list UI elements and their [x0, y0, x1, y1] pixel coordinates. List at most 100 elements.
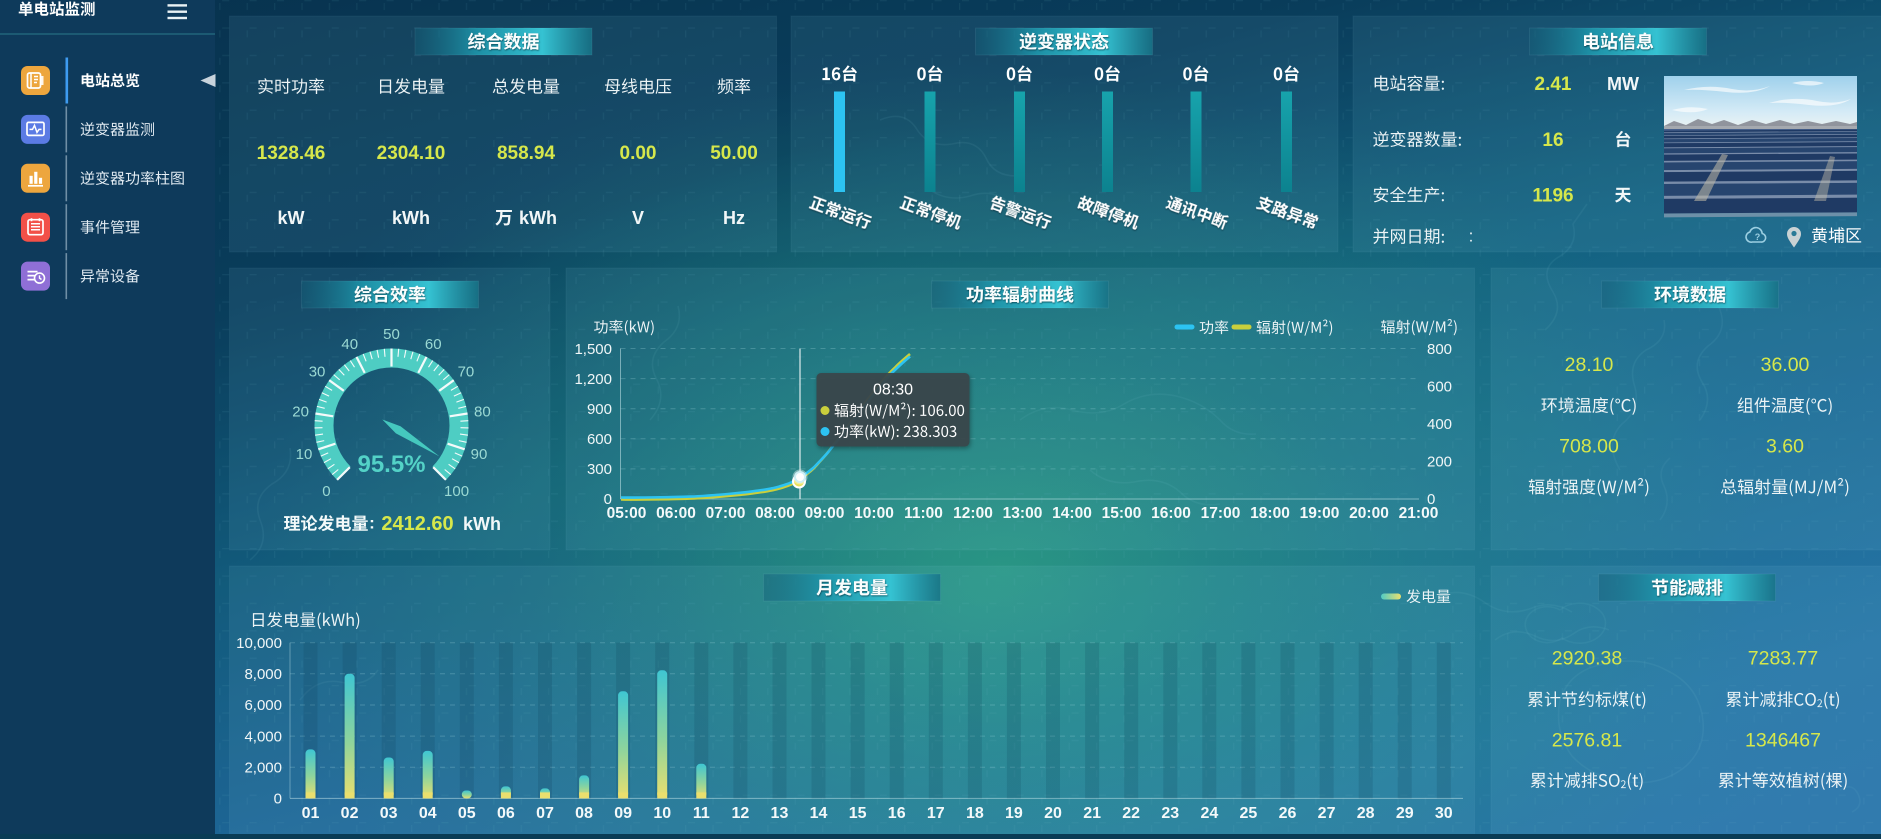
svg-text:16: 16 [888, 805, 906, 822]
svg-text:14:00: 14:00 [1052, 505, 1092, 522]
svg-text:2.41: 2.41 [1535, 74, 1572, 95]
svg-text:07:00: 07:00 [706, 505, 746, 522]
svg-text:13: 13 [771, 805, 789, 822]
svg-text:800: 800 [1427, 341, 1452, 358]
svg-text:05:00: 05:00 [607, 505, 647, 522]
svg-text:01: 01 [302, 805, 320, 822]
svg-text:07: 07 [536, 805, 554, 822]
svg-text:50: 50 [383, 326, 400, 343]
svg-text:02: 02 [341, 805, 359, 822]
svg-text:30: 30 [309, 364, 326, 381]
svg-text:90: 90 [471, 446, 488, 463]
svg-text:kW: kW [278, 208, 305, 228]
svg-text:21:00: 21:00 [1399, 505, 1439, 522]
svg-text:17:00: 17:00 [1201, 505, 1241, 522]
svg-text:858.94: 858.94 [497, 143, 556, 164]
svg-text:200: 200 [1427, 454, 1452, 471]
svg-text:08: 08 [575, 805, 593, 822]
svg-text:50.00: 50.00 [710, 143, 758, 164]
svg-text:12: 12 [731, 805, 749, 822]
svg-text:2304.10: 2304.10 [377, 143, 446, 164]
svg-text:36.00: 36.00 [1761, 354, 1810, 376]
svg-text:11:00: 11:00 [904, 505, 943, 522]
svg-text:1346467: 1346467 [1745, 729, 1821, 751]
svg-text:70: 70 [458, 364, 475, 381]
svg-text:600: 600 [1427, 378, 1452, 395]
svg-text:kWh: kWh [463, 514, 501, 534]
svg-text:04: 04 [419, 805, 437, 822]
svg-text:19: 19 [1005, 805, 1023, 822]
svg-text:29: 29 [1396, 805, 1414, 822]
svg-text:23: 23 [1161, 805, 1179, 822]
svg-text:40: 40 [341, 336, 358, 353]
svg-text:8,000: 8,000 [244, 666, 282, 683]
svg-text:V: V [632, 208, 644, 228]
svg-text:15: 15 [849, 805, 867, 822]
svg-text:25: 25 [1240, 805, 1258, 822]
svg-text:26: 26 [1279, 805, 1297, 822]
svg-text:05: 05 [458, 805, 476, 822]
svg-text:20: 20 [292, 403, 309, 420]
svg-text:kWh: kWh [519, 208, 557, 228]
svg-text:kWh: kWh [392, 208, 430, 228]
svg-text:19:00: 19:00 [1300, 505, 1340, 522]
svg-text:400: 400 [1427, 416, 1452, 433]
svg-text:21: 21 [1083, 805, 1101, 822]
svg-text:08:30: 08:30 [873, 382, 913, 399]
svg-text:60: 60 [425, 336, 442, 353]
svg-text:30: 30 [1435, 805, 1453, 822]
svg-text:10,000: 10,000 [236, 635, 282, 652]
svg-text:6,000: 6,000 [244, 697, 282, 714]
svg-text:900: 900 [587, 401, 612, 418]
svg-text:28: 28 [1357, 805, 1375, 822]
svg-text:09:00: 09:00 [805, 505, 845, 522]
svg-text::: : [369, 514, 375, 533]
svg-text:MW: MW [1607, 74, 1639, 94]
svg-text:18: 18 [966, 805, 984, 822]
svg-text:17: 17 [927, 805, 945, 822]
svg-text:09: 09 [614, 805, 632, 822]
svg-text:08:00: 08:00 [755, 505, 795, 522]
svg-text:2920.38: 2920.38 [1552, 647, 1623, 669]
svg-text:15:00: 15:00 [1102, 505, 1142, 522]
svg-text:7283.77: 7283.77 [1748, 647, 1819, 669]
svg-text:1,200: 1,200 [574, 371, 612, 388]
svg-text:13:00: 13:00 [1003, 505, 1043, 522]
svg-text:10:00: 10:00 [854, 505, 894, 522]
svg-text:1328.46: 1328.46 [257, 143, 326, 164]
svg-text:0: 0 [322, 483, 330, 500]
svg-text:10: 10 [653, 805, 671, 822]
svg-text:11: 11 [693, 805, 710, 822]
svg-text:14: 14 [810, 805, 828, 822]
svg-text:12:00: 12:00 [953, 505, 993, 522]
svg-text:10: 10 [296, 446, 313, 463]
svg-text:600: 600 [587, 431, 612, 448]
svg-text:1196: 1196 [1532, 186, 1573, 207]
svg-text:2412.60: 2412.60 [381, 513, 453, 535]
svg-text:2576.81: 2576.81 [1552, 729, 1623, 751]
svg-text:0.00: 0.00 [620, 143, 657, 164]
svg-text:4,000: 4,000 [244, 728, 282, 745]
svg-text:95.5%: 95.5% [357, 451, 425, 478]
svg-text:20:00: 20:00 [1349, 505, 1389, 522]
svg-text:2,000: 2,000 [244, 760, 282, 777]
svg-text:03: 03 [380, 805, 398, 822]
svg-text:0: 0 [274, 791, 282, 808]
svg-text:16: 16 [1542, 130, 1563, 151]
svg-text:22: 22 [1122, 805, 1140, 822]
svg-text:24: 24 [1200, 805, 1218, 822]
svg-text:27: 27 [1318, 805, 1336, 822]
svg-text:16:00: 16:00 [1151, 505, 1191, 522]
svg-text:1,500: 1,500 [574, 341, 612, 358]
svg-text:?: ? [1755, 232, 1761, 242]
svg-text:20: 20 [1044, 805, 1062, 822]
svg-text:708.00: 708.00 [1559, 435, 1619, 457]
svg-text:Hz: Hz [723, 208, 745, 228]
svg-text:80: 80 [474, 403, 491, 420]
svg-text:28.10: 28.10 [1565, 354, 1614, 376]
svg-text::: : [1469, 226, 1474, 245]
svg-text:06:00: 06:00 [656, 505, 696, 522]
svg-text:18:00: 18:00 [1250, 505, 1290, 522]
svg-text:100: 100 [444, 483, 469, 500]
svg-text:3.60: 3.60 [1766, 435, 1804, 457]
